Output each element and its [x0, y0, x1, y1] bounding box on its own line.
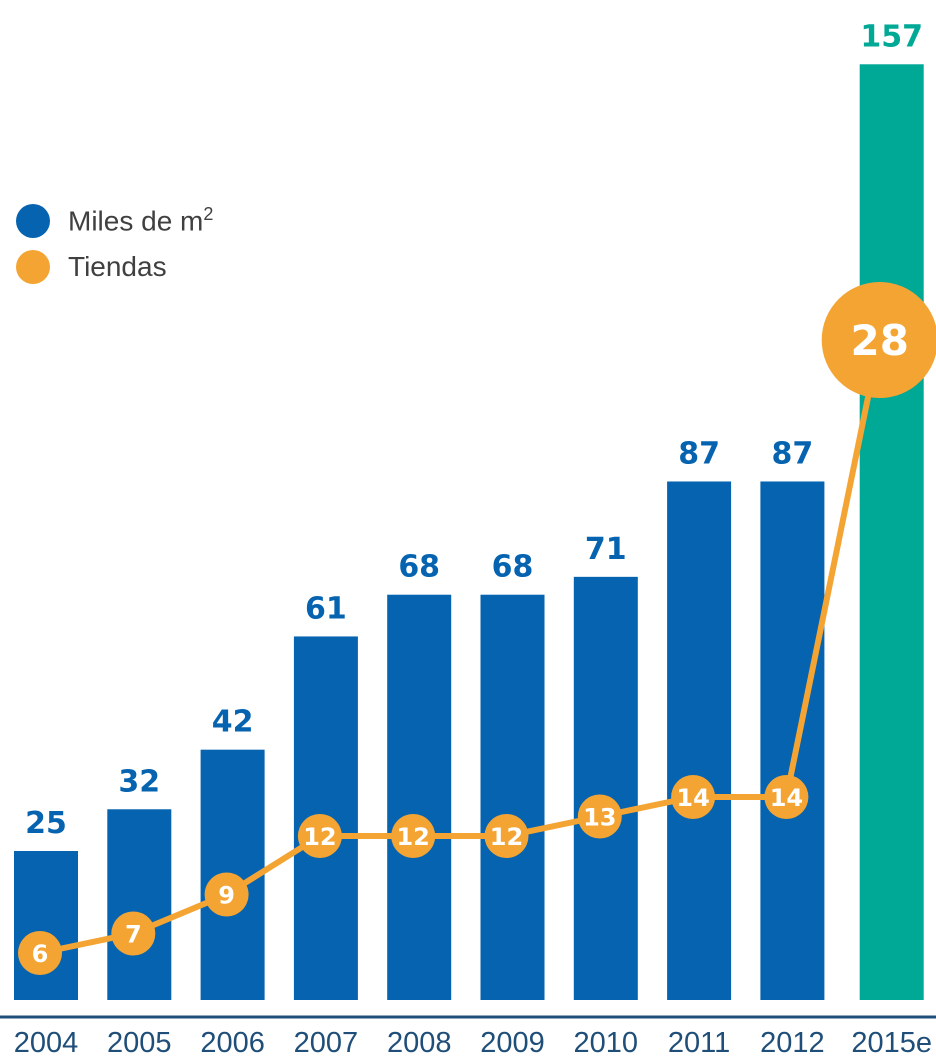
legend-item-tiendas: Tiendas	[16, 244, 213, 290]
x-tick-label-2011: 2011	[668, 1027, 730, 1059]
x-tick-label-2012: 2012	[760, 1027, 825, 1059]
legend-item-miles-m2: Miles de m2	[16, 198, 213, 244]
marker-tiendas-2011	[671, 775, 716, 819]
marker-label-tiendas-2012: 14	[770, 784, 803, 812]
x-tick-label-2009: 2009	[480, 1027, 545, 1059]
bar-value-label-2004: 25	[25, 806, 67, 841]
bar-value-label-2007: 61	[305, 591, 347, 626]
x-tick-label-2006: 2006	[200, 1027, 265, 1059]
marker-tiendas-2010	[577, 794, 622, 839]
marker-tiendas-2005	[111, 911, 156, 956]
bar-value-label-2005: 32	[118, 764, 160, 799]
line-tiendas	[39, 339, 883, 956]
marker-label-tiendas-2006: 9	[218, 882, 235, 910]
marker-label-tiendas-2005: 7	[125, 921, 142, 949]
marker-label-tiendas-2010: 13	[583, 804, 616, 832]
bar-2005	[107, 809, 172, 1000]
x-tick-label-2008: 2008	[387, 1027, 452, 1059]
bar-2008	[387, 594, 452, 1000]
bar-value-label-2011: 87	[678, 436, 720, 471]
bar-2011	[667, 481, 732, 1001]
marker-tiendas-2004	[18, 931, 62, 975]
x-tick-label-2010: 2010	[574, 1027, 639, 1059]
marker-tiendas-2009	[484, 814, 529, 858]
bar-2004	[14, 851, 78, 1000]
marker-tiendas-2008	[391, 814, 436, 858]
marker-tiendas-2006	[204, 872, 249, 917]
bar-value-label-2010: 71	[585, 532, 627, 567]
marker-label-tiendas-2004: 6	[32, 940, 49, 968]
bar-2010	[573, 576, 638, 1000]
x-tick-label-2005: 2005	[107, 1027, 172, 1059]
legend-swatch-tiendas	[16, 250, 50, 284]
bar-value-label-2006: 42	[212, 705, 254, 740]
marker-tiendas-2007	[297, 814, 342, 858]
marker-label-tiendas-2015e: 28	[850, 316, 908, 365]
bar-value-label-2008: 68	[398, 550, 440, 585]
bar-2009	[480, 594, 545, 1000]
marker-label-tiendas-2009: 12	[490, 823, 523, 851]
legend-label-miles-m2: Miles de m2	[68, 204, 214, 237]
x-tick-label-2007: 2007	[294, 1027, 359, 1059]
marker-tiendas-2015e	[821, 282, 936, 398]
x-tick-label-2015e: 2015e	[851, 1027, 932, 1059]
legend-swatch-miles-m2	[16, 204, 50, 238]
bar-value-label-2015e: 157	[860, 19, 923, 54]
legend-label-tiendas: Tiendas	[68, 251, 167, 282]
bar-2012	[760, 481, 825, 1001]
bar-value-label-2012: 87	[772, 436, 814, 471]
marker-label-tiendas-2011: 14	[676, 784, 709, 812]
legend: Miles de m2 Tiendas	[16, 198, 213, 290]
marker-tiendas-2012	[764, 775, 809, 819]
bar-value-label-2009: 68	[492, 550, 534, 585]
bar-2015e	[859, 64, 924, 1000]
x-tick-label-2004: 2004	[14, 1027, 79, 1059]
marker-label-tiendas-2008: 12	[396, 823, 429, 851]
marker-label-tiendas-2007: 12	[303, 823, 336, 851]
